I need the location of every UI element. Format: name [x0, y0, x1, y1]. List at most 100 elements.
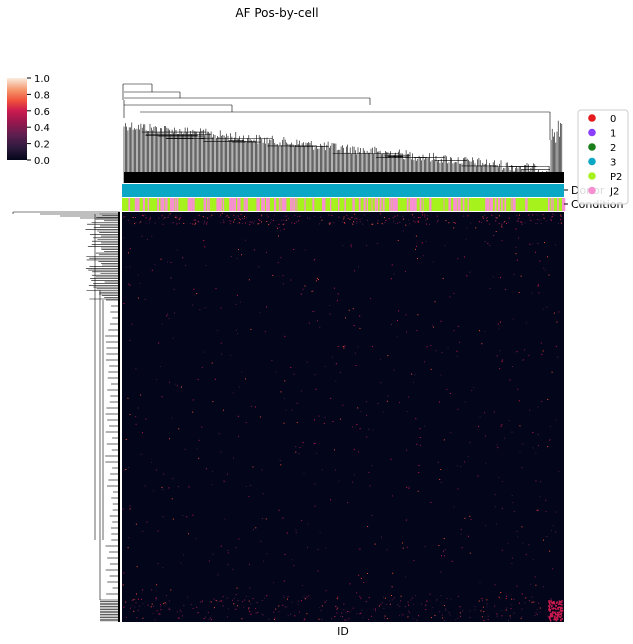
heatmap-cell [550, 605, 553, 608]
heatmap-cell [521, 608, 523, 610]
heatmap-cell [370, 298, 372, 300]
heatmap-cell [405, 224, 407, 226]
heatmap-cell [175, 383, 177, 385]
heatmap-cell [204, 222, 206, 224]
heatmap-cell [283, 219, 285, 221]
heatmap-cell [558, 600, 561, 603]
heatmap-cell [552, 601, 554, 604]
heatmap-cell [463, 256, 465, 258]
heatmap-cell [220, 451, 222, 453]
heatmap-cell [213, 598, 215, 600]
heatmap-cell [240, 214, 242, 216]
heatmap-cell [483, 611, 485, 613]
heatmap-cell [214, 378, 216, 380]
heatmap-cell [543, 242, 545, 244]
heatmap-cell [457, 488, 459, 490]
heatmap-cell [434, 301, 436, 303]
heatmap-cell [284, 215, 286, 217]
heatmap-cell [418, 471, 420, 473]
heatmap-cell [135, 368, 137, 370]
heatmap-cell [304, 249, 306, 251]
heatmap-cell [553, 607, 555, 609]
heatmap-cell [261, 221, 263, 223]
heatmap-cell [255, 612, 257, 614]
heatmap-cell [367, 619, 369, 621]
heatmap-cell [432, 607, 434, 609]
heatmap-cell [520, 275, 522, 277]
heatmap-cell [278, 226, 280, 228]
heatmap-cell [140, 394, 142, 396]
legend-frame [577, 109, 629, 205]
heatmap-cell [439, 611, 441, 613]
heatmap-cell [556, 321, 558, 323]
heatmap-cell [306, 613, 308, 615]
heatmap-cell [237, 333, 239, 335]
heatmap-cell [245, 421, 247, 423]
heatmap-cell [122, 584, 124, 586]
heatmap-cell [521, 526, 523, 528]
condition-cell [274, 198, 277, 211]
heatmap-cell [383, 217, 385, 219]
heatmap-cell [550, 614, 552, 616]
heatmap-cell [381, 223, 383, 225]
heatmap-cell [175, 215, 177, 217]
heatmap-cell [429, 593, 431, 595]
heatmap-cell [128, 537, 130, 539]
heatmap-cell [204, 220, 206, 222]
heatmap-cell [135, 523, 137, 525]
heatmap-cell [315, 280, 317, 282]
heatmap-cell [516, 530, 518, 532]
heatmap-cell [194, 223, 196, 225]
heatmap-cell [329, 313, 331, 315]
heatmap-cell [341, 221, 343, 223]
heatmap-cell [129, 266, 131, 268]
heatmap-cell [257, 602, 259, 604]
heatmap-cell [142, 215, 144, 217]
heatmap-cell [424, 216, 426, 218]
heatmap-cell [413, 559, 415, 561]
heatmap-cell [515, 228, 517, 230]
condition-cell [267, 198, 270, 211]
heatmap-cell [403, 218, 405, 220]
condition-cell [366, 198, 369, 211]
heatmap-cell [542, 308, 544, 310]
heatmap-cell [484, 214, 486, 216]
heatmap-cell [384, 615, 386, 617]
heatmap-cell [321, 219, 323, 221]
heatmap-cell [443, 538, 445, 540]
condition-cell [238, 198, 241, 211]
heatmap-cell [553, 603, 556, 605]
heatmap-cell [399, 401, 401, 403]
heatmap-cell [396, 319, 398, 321]
condition-cell [136, 198, 139, 211]
condition-cell [258, 198, 260, 211]
condition-cell [203, 198, 206, 211]
heatmap-cell [486, 220, 488, 222]
heatmap-cell [384, 617, 386, 619]
heatmap-cell [371, 346, 373, 348]
heatmap-cell [420, 603, 422, 605]
heatmap-cell [449, 296, 451, 298]
heatmap-cell [330, 397, 332, 399]
heatmap-cell [133, 610, 135, 612]
heatmap-cell [500, 592, 502, 594]
condition-cell [189, 198, 191, 211]
heatmap-cell [349, 583, 351, 585]
heatmap-cell [318, 415, 320, 417]
heatmap-cell [328, 223, 330, 225]
heatmap-cell [171, 417, 173, 419]
heatmap-cell [436, 598, 438, 600]
heatmap-cell [374, 610, 376, 612]
heatmap-cell [532, 431, 534, 433]
heatmap-cell [351, 426, 353, 428]
condition-cell [395, 198, 398, 211]
heatmap-cell [223, 409, 225, 411]
heatmap-cell [149, 222, 151, 224]
heatmap-cell [383, 608, 385, 610]
heatmap-cell [448, 222, 450, 224]
heatmap-cell [549, 550, 551, 552]
heatmap-cell [430, 501, 432, 503]
heatmap-cell [390, 458, 392, 460]
heatmap-cell [491, 214, 493, 216]
condition-cell [323, 198, 326, 211]
